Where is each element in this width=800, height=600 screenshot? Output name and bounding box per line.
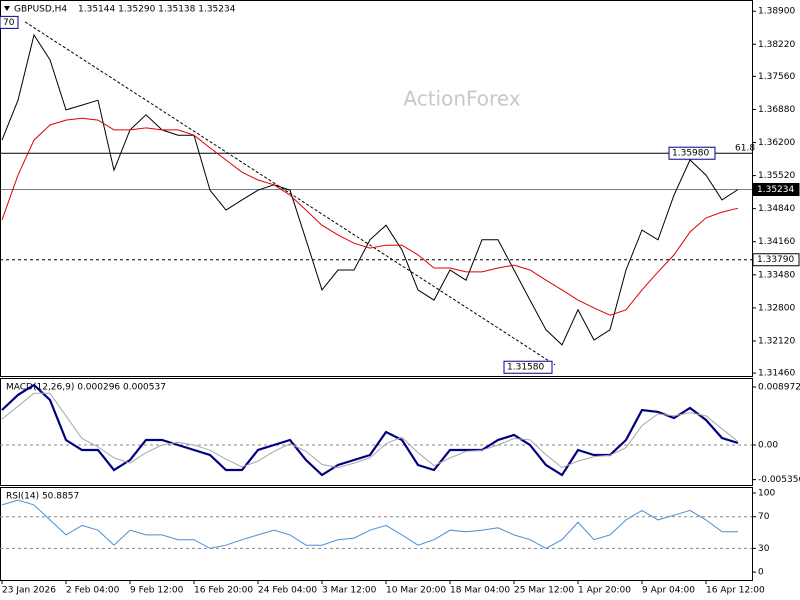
x-tick-label: 23 Jan 2026	[2, 586, 56, 596]
y-tick-label: -0.005356	[758, 475, 800, 485]
panel-title: MACD(12,26,9) 0.000296 0.000537	[6, 383, 166, 393]
series-line	[1, 392, 739, 469]
panel-title: RSI(14) 50.8857	[6, 492, 79, 502]
y-tick-label: 1.32120	[758, 336, 795, 346]
y-tick-label: 100	[758, 489, 775, 499]
y-tick-label: 0.008972	[758, 382, 800, 392]
y-tick-label: 1.36200	[758, 138, 795, 148]
y-tick-label: 1.35520	[758, 171, 795, 181]
y-tick-label: 30	[758, 544, 770, 554]
y-tick-label: 1.34160	[758, 237, 795, 247]
series-line	[1, 33, 739, 346]
x-tick-label: 9 Feb 12:00	[130, 586, 184, 596]
y-tick-label: 1.38220	[758, 40, 795, 50]
level-box	[668, 146, 716, 160]
x-tick-label: 16 Feb 20:00	[194, 586, 253, 596]
x-tick-label: 25 Mar 12:00	[514, 586, 574, 596]
y-tick-label: 70	[758, 512, 770, 522]
y-tick-label: 1.31460	[758, 369, 795, 379]
watermark: ActionForex	[403, 87, 520, 111]
panel-frame	[0, 378, 753, 486]
level-note: 61.8	[735, 144, 755, 154]
series-line	[1, 117, 739, 316]
y-tick-label: 0	[758, 568, 764, 578]
annotation-box	[503, 360, 553, 374]
level-label: 1.35234	[757, 185, 794, 195]
y-tick-label: 1.32800	[758, 303, 795, 313]
chart-title: GBPUSD,H4	[14, 5, 67, 15]
series-line	[1, 383, 739, 477]
level-label: 1.33790	[757, 255, 794, 265]
level-label: 1.35980	[672, 149, 709, 159]
x-tick-label: 16 Apr 12:00	[706, 586, 765, 596]
series-line	[1, 499, 738, 549]
y-tick-label: 1.34840	[758, 204, 795, 214]
menu-arrow[interactable]	[4, 6, 10, 11]
y-tick-label: 1.33480	[758, 270, 795, 280]
y-tick-label: 0.00	[758, 440, 778, 450]
annotation: 70	[3, 18, 15, 28]
level-box	[752, 253, 800, 267]
y-tick-label: 1.36880	[758, 105, 795, 115]
x-tick-label: 9 Apr 04:00	[642, 586, 695, 596]
y-tick-label: 1.37560	[758, 72, 795, 82]
annotation-box	[0, 15, 19, 29]
x-tick-label: 24 Feb 04:00	[258, 586, 317, 596]
annotation: 1.31580	[507, 363, 544, 373]
chart-subtitle: 1.35144 1.35290 1.35138 1.35234	[78, 5, 236, 15]
x-tick-label: 18 Mar 04:00	[450, 586, 510, 596]
x-tick-label: 1 Apr 20:00	[578, 586, 631, 596]
y-tick-label: 1.38900	[758, 7, 795, 17]
level-box	[752, 183, 800, 197]
x-tick-label: 10 Mar 20:00	[386, 586, 446, 596]
x-tick-label: 3 Mar 12:00	[322, 586, 377, 596]
x-tick-label: 2 Feb 04:00	[66, 586, 120, 596]
panel-frame	[0, 487, 753, 581]
trendline	[24, 21, 556, 366]
